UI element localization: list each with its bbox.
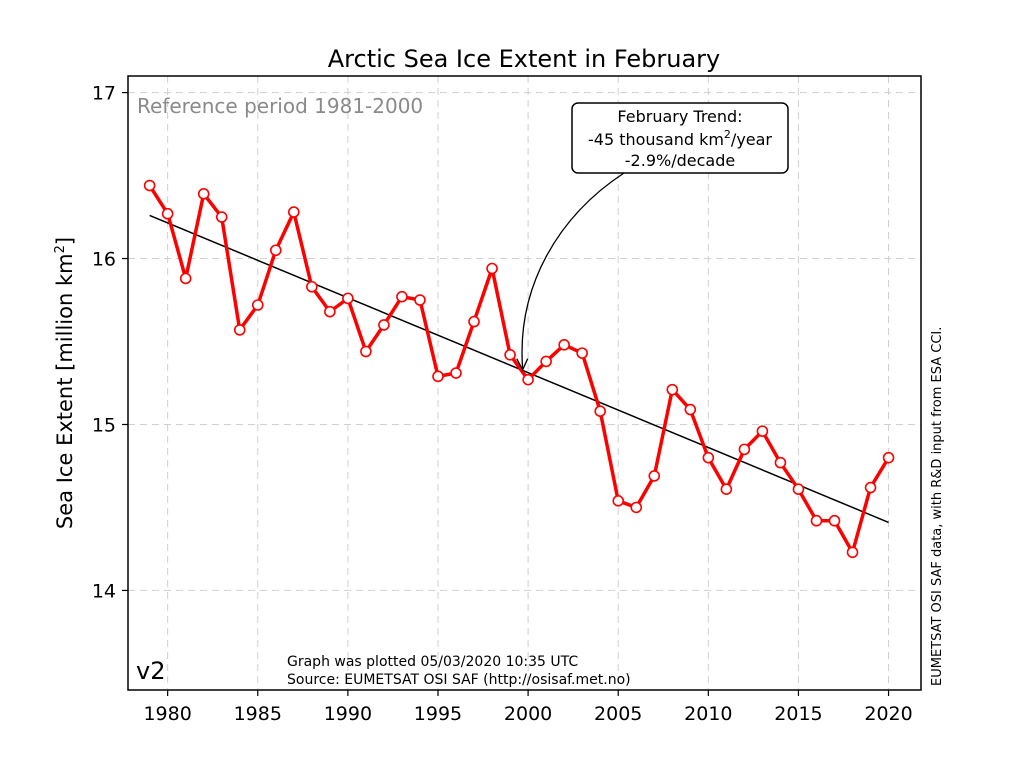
data-point <box>324 305 336 318</box>
data-point <box>396 290 408 303</box>
data-point <box>612 495 625 507</box>
x-tick-label: 2010 <box>684 703 732 725</box>
footer-plotted-date: Graph was plotted 05/03/2020 10:35 UTC <box>287 654 578 670</box>
x-tick-label: 1995 <box>414 703 462 725</box>
y-tick-label: 17 <box>92 83 116 105</box>
data-point <box>684 403 697 416</box>
data-point <box>179 272 192 285</box>
data-point <box>269 244 282 257</box>
data-point <box>360 345 372 358</box>
data-point <box>161 207 174 220</box>
data-point <box>594 405 606 418</box>
data-point <box>251 299 264 311</box>
series-line <box>148 184 891 555</box>
data-point <box>432 370 444 383</box>
data-point <box>143 179 156 192</box>
data-point <box>522 373 534 386</box>
data-point <box>197 188 210 200</box>
x-tick-label: 1990 <box>324 703 372 725</box>
version-label: v2 <box>136 657 165 685</box>
x-tick-label: 1980 <box>143 703 191 725</box>
chart-title: Arctic Sea Ice Extent in February <box>328 45 721 73</box>
data-point <box>576 347 588 359</box>
x-tick-label: 2020 <box>864 703 912 725</box>
data-point <box>828 514 841 527</box>
x-tick-label: 1985 <box>234 703 282 725</box>
data-point <box>666 383 679 396</box>
footer-source: Source: EUMETSAT OSI SAF (http://osisaf.… <box>287 672 631 688</box>
data-point <box>738 443 751 456</box>
data-point <box>792 483 805 496</box>
y-axis-label: Sea Ice Extent [million km2] <box>53 237 77 529</box>
data-point <box>720 483 733 496</box>
grid <box>128 76 921 690</box>
x-tick-label: 2005 <box>594 703 642 725</box>
data-point <box>774 456 787 469</box>
data-point <box>288 206 300 218</box>
data-point <box>630 501 643 514</box>
data-credit: EUMETSAT OSI SAF data, with R&D input fr… <box>930 327 945 686</box>
data-point <box>504 348 516 361</box>
trend-line-2: -45 thousand km2/year <box>588 128 772 149</box>
data-point <box>882 451 895 464</box>
x-tick-label: 2015 <box>774 703 822 725</box>
data-point <box>810 514 823 527</box>
y-tick-label: 14 <box>92 580 116 602</box>
y-tick-label: 15 <box>92 414 116 436</box>
data-point <box>756 425 769 437</box>
data-point <box>486 262 498 275</box>
trend-box-frame <box>571 102 789 174</box>
data-point <box>233 324 246 336</box>
data-point <box>468 315 480 328</box>
reference-period-note: Reference period 1981-2000 <box>137 94 423 118</box>
data-point <box>215 211 228 223</box>
trend-arrowhead <box>516 358 529 372</box>
data-point <box>864 481 877 494</box>
series-layer <box>143 179 895 559</box>
data-point <box>450 367 462 379</box>
plot-frame <box>127 75 922 691</box>
data-point <box>378 319 390 331</box>
trend-line-3: -2.9%/decade <box>625 151 735 170</box>
data-point <box>414 294 426 306</box>
data-point <box>702 451 715 464</box>
trend-annotation: February Trend: -45 thousand km2/year -2… <box>516 102 789 372</box>
ticks: 1980 1985 1990 1995 2000 2005 2010 2015 2020 14 15… <box>92 83 913 725</box>
trend-arrow <box>521 172 625 370</box>
x-tick-label: 2000 <box>504 703 552 725</box>
data-point <box>648 470 661 482</box>
trend-line-1: February Trend: <box>617 107 742 126</box>
y-tick-label: 16 <box>92 249 116 271</box>
data-point <box>558 339 570 351</box>
data-point <box>846 546 859 559</box>
data-point <box>540 355 552 368</box>
data-point <box>342 292 354 305</box>
data-point <box>306 280 318 293</box>
